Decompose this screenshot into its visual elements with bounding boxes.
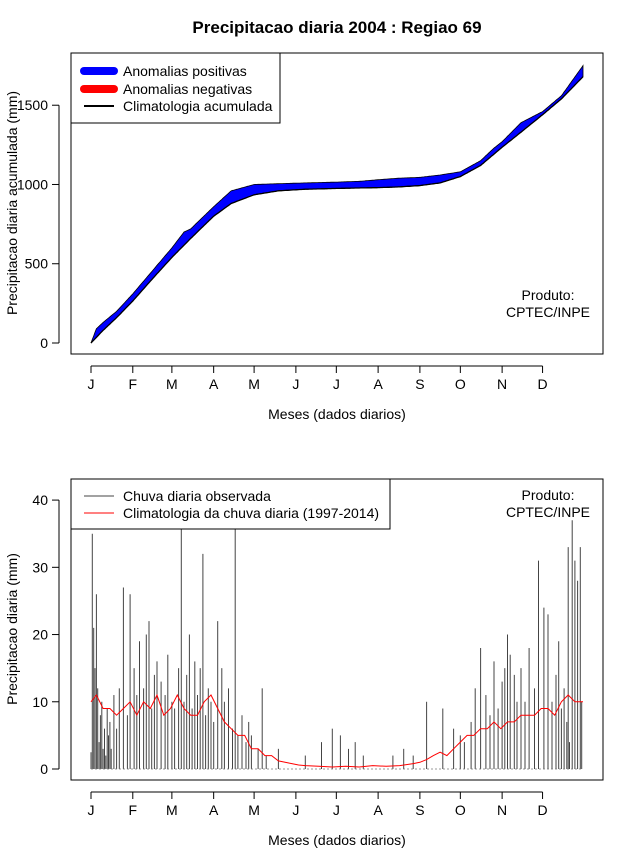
legend-daily-climatology: Climatologia da chuva diaria (1997-2014) [123, 505, 379, 521]
cumulative-x-tick-label: O [455, 376, 466, 392]
cumulative-x-tick-label: S [415, 376, 424, 392]
daily-chart: J F M A M J J A S O N D 0 10 20 30 40 Meses (dados diari… [4, 478, 604, 848]
cumulative-y-axis-label: Precipitacao diaria acumulada (mm) [4, 91, 20, 315]
cumulative-x-tick-label: J [292, 376, 299, 392]
daily-x-tick-label: J [292, 802, 299, 818]
daily-x-tick-label: S [415, 802, 424, 818]
daily-x-tick-label: A [373, 802, 383, 818]
cumulative-y-tick-label: 0 [40, 335, 48, 351]
cumulative-product-label: Produto: [522, 287, 575, 303]
cumulative-x-axis-label: Meses (dados diarios) [268, 406, 406, 422]
cumulative-y-tick-label: 1500 [17, 97, 48, 113]
cumulative-y-tick-label: 1000 [17, 176, 48, 192]
daily-y-axis-label: Precipitacao diaria (mm) [4, 553, 20, 705]
legend-negative-anomalies: Anomalias negativas [123, 81, 252, 97]
cumulative-x-tick-label: M [248, 376, 260, 392]
daily-y-tick-label: 20 [32, 627, 48, 643]
daily-x-tick-label: D [537, 802, 547, 818]
cumulative-legend: Anomalias positivas Anomalias negativas … [70, 52, 281, 124]
daily-x-tick-label: J [333, 802, 340, 818]
legend-positive-anomalies: Anomalias positivas [123, 63, 247, 79]
daily-y-tick-label: 0 [40, 761, 48, 777]
cumulative-x-tick-label: D [537, 376, 547, 392]
daily-y-tick-label: 30 [32, 559, 48, 575]
cumulative-x-tick-label: F [129, 376, 138, 392]
cumulative-x-tick-label: A [209, 376, 219, 392]
daily-y-tick-label: 40 [32, 492, 48, 508]
legend-cumulative-climatology: Climatologia acumulada [123, 98, 273, 114]
cumulative-chart: J F M A M J J A S O N D 0 500 1000 1500 Meses (dados di… [4, 52, 604, 422]
cumulative-y-tick-label: 500 [25, 256, 49, 272]
cumulative-x-tick-label: J [88, 376, 95, 392]
cumulative-x-tick-label: J [333, 376, 340, 392]
daily-product-source: CPTEC/INPE [506, 504, 590, 520]
daily-x-tick-label: M [248, 802, 260, 818]
daily-x-tick-label: M [166, 802, 178, 818]
cumulative-product-source: CPTEC/INPE [506, 304, 590, 320]
daily-x-tick-label: J [88, 802, 95, 818]
daily-x-tick-label: O [455, 802, 466, 818]
daily-x-tick-label: F [129, 802, 138, 818]
cumulative-plot-frame [70, 52, 604, 355]
daily-x-axis-label: Meses (dados diarios) [268, 832, 406, 848]
daily-product-label: Produto: [522, 487, 575, 503]
cumulative-x-tick-label: M [166, 376, 178, 392]
legend-observed-rain: Chuva diaria observada [123, 488, 271, 504]
daily-x-tick-label: N [497, 802, 507, 818]
daily-x-tick-label: A [209, 802, 219, 818]
daily-climatology-line [90, 693, 583, 768]
daily-y-tick-label: 10 [32, 694, 48, 710]
main-title: Precipitacao diaria 2004 : Regiao 69 [192, 18, 481, 37]
cumulative-x-tick-label: N [497, 376, 507, 392]
daily-legend-box [70, 478, 391, 530]
daily-legend: Chuva diaria observada Climatologia da c… [70, 478, 391, 530]
cumulative-climatology-line [90, 76, 584, 344]
cumulative-x-tick-label: A [373, 376, 383, 392]
